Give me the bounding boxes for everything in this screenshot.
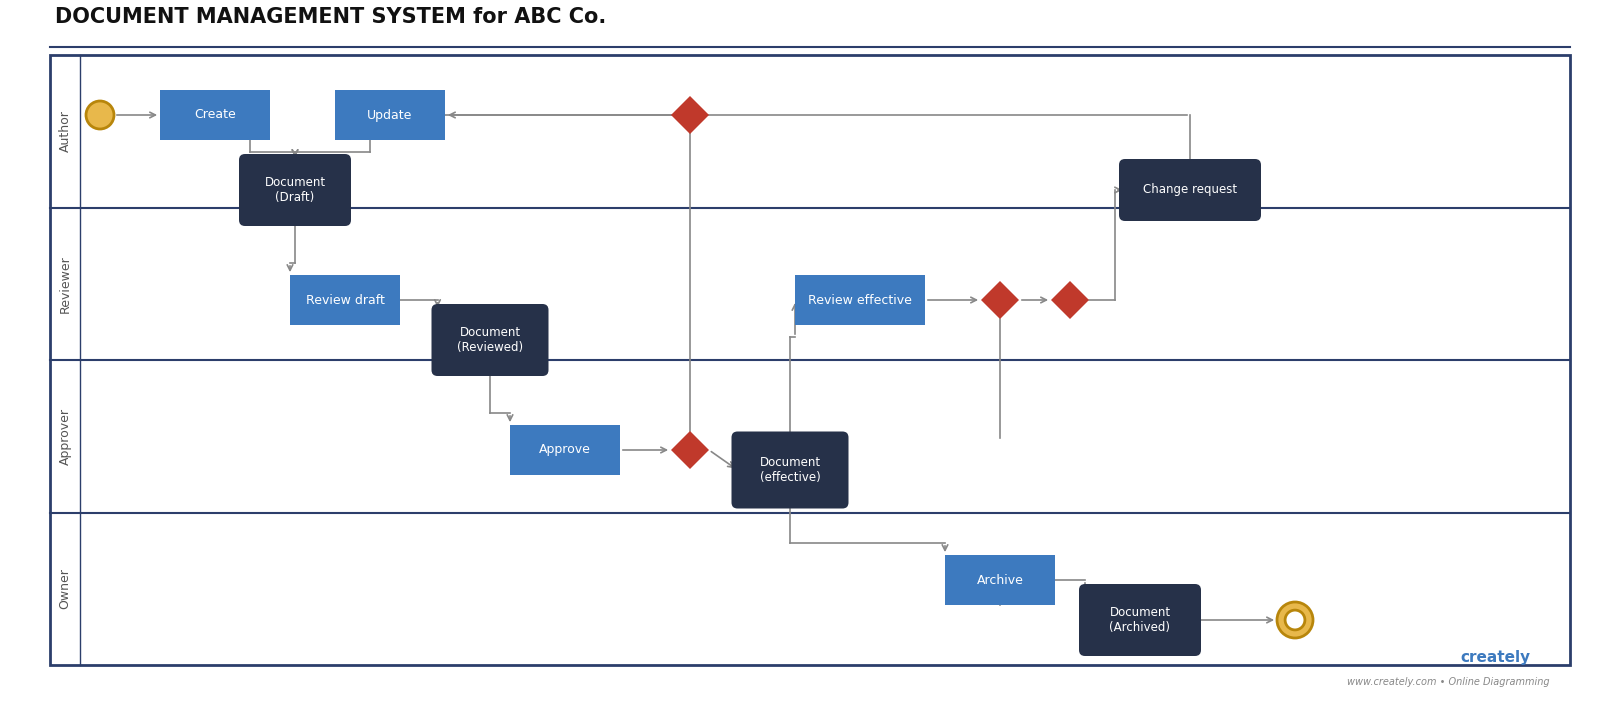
Text: Owner: Owner bbox=[59, 568, 72, 609]
FancyBboxPatch shape bbox=[432, 304, 549, 376]
FancyBboxPatch shape bbox=[1078, 584, 1202, 656]
Text: Review effective: Review effective bbox=[808, 293, 912, 307]
Text: Reviewer: Reviewer bbox=[59, 255, 72, 312]
Text: www.creately.com • Online Diagramming: www.creately.com • Online Diagramming bbox=[1347, 677, 1550, 687]
Text: Create: Create bbox=[194, 109, 235, 122]
Text: Document
(Draft): Document (Draft) bbox=[264, 176, 325, 204]
Text: Approve: Approve bbox=[539, 443, 590, 456]
FancyBboxPatch shape bbox=[1118, 159, 1261, 221]
Text: creately: creately bbox=[1459, 650, 1530, 665]
FancyBboxPatch shape bbox=[160, 90, 270, 140]
Circle shape bbox=[1277, 602, 1314, 638]
Polygon shape bbox=[670, 431, 709, 469]
Text: Document
(Reviewed): Document (Reviewed) bbox=[458, 326, 523, 354]
Text: Document
(effective): Document (effective) bbox=[760, 456, 821, 484]
Text: Document
(Archived): Document (Archived) bbox=[1109, 606, 1171, 634]
Text: Author: Author bbox=[59, 110, 72, 152]
FancyBboxPatch shape bbox=[510, 425, 621, 475]
Text: Review draft: Review draft bbox=[306, 293, 384, 307]
FancyBboxPatch shape bbox=[238, 154, 350, 226]
Polygon shape bbox=[981, 281, 1019, 319]
Text: Archive: Archive bbox=[976, 573, 1024, 586]
Bar bbox=[50, 55, 1570, 665]
FancyBboxPatch shape bbox=[290, 275, 400, 325]
FancyBboxPatch shape bbox=[334, 90, 445, 140]
Text: Approver: Approver bbox=[59, 408, 72, 465]
FancyBboxPatch shape bbox=[946, 555, 1054, 605]
Text: DOCUMENT MANAGEMENT SYSTEM for ABC Co.: DOCUMENT MANAGEMENT SYSTEM for ABC Co. bbox=[54, 7, 606, 27]
Circle shape bbox=[1285, 610, 1306, 630]
Text: Change request: Change request bbox=[1142, 184, 1237, 197]
FancyBboxPatch shape bbox=[731, 431, 848, 508]
Polygon shape bbox=[1051, 281, 1090, 319]
Polygon shape bbox=[670, 96, 709, 134]
Circle shape bbox=[86, 101, 114, 129]
Text: Update: Update bbox=[368, 109, 413, 122]
FancyBboxPatch shape bbox=[795, 275, 925, 325]
